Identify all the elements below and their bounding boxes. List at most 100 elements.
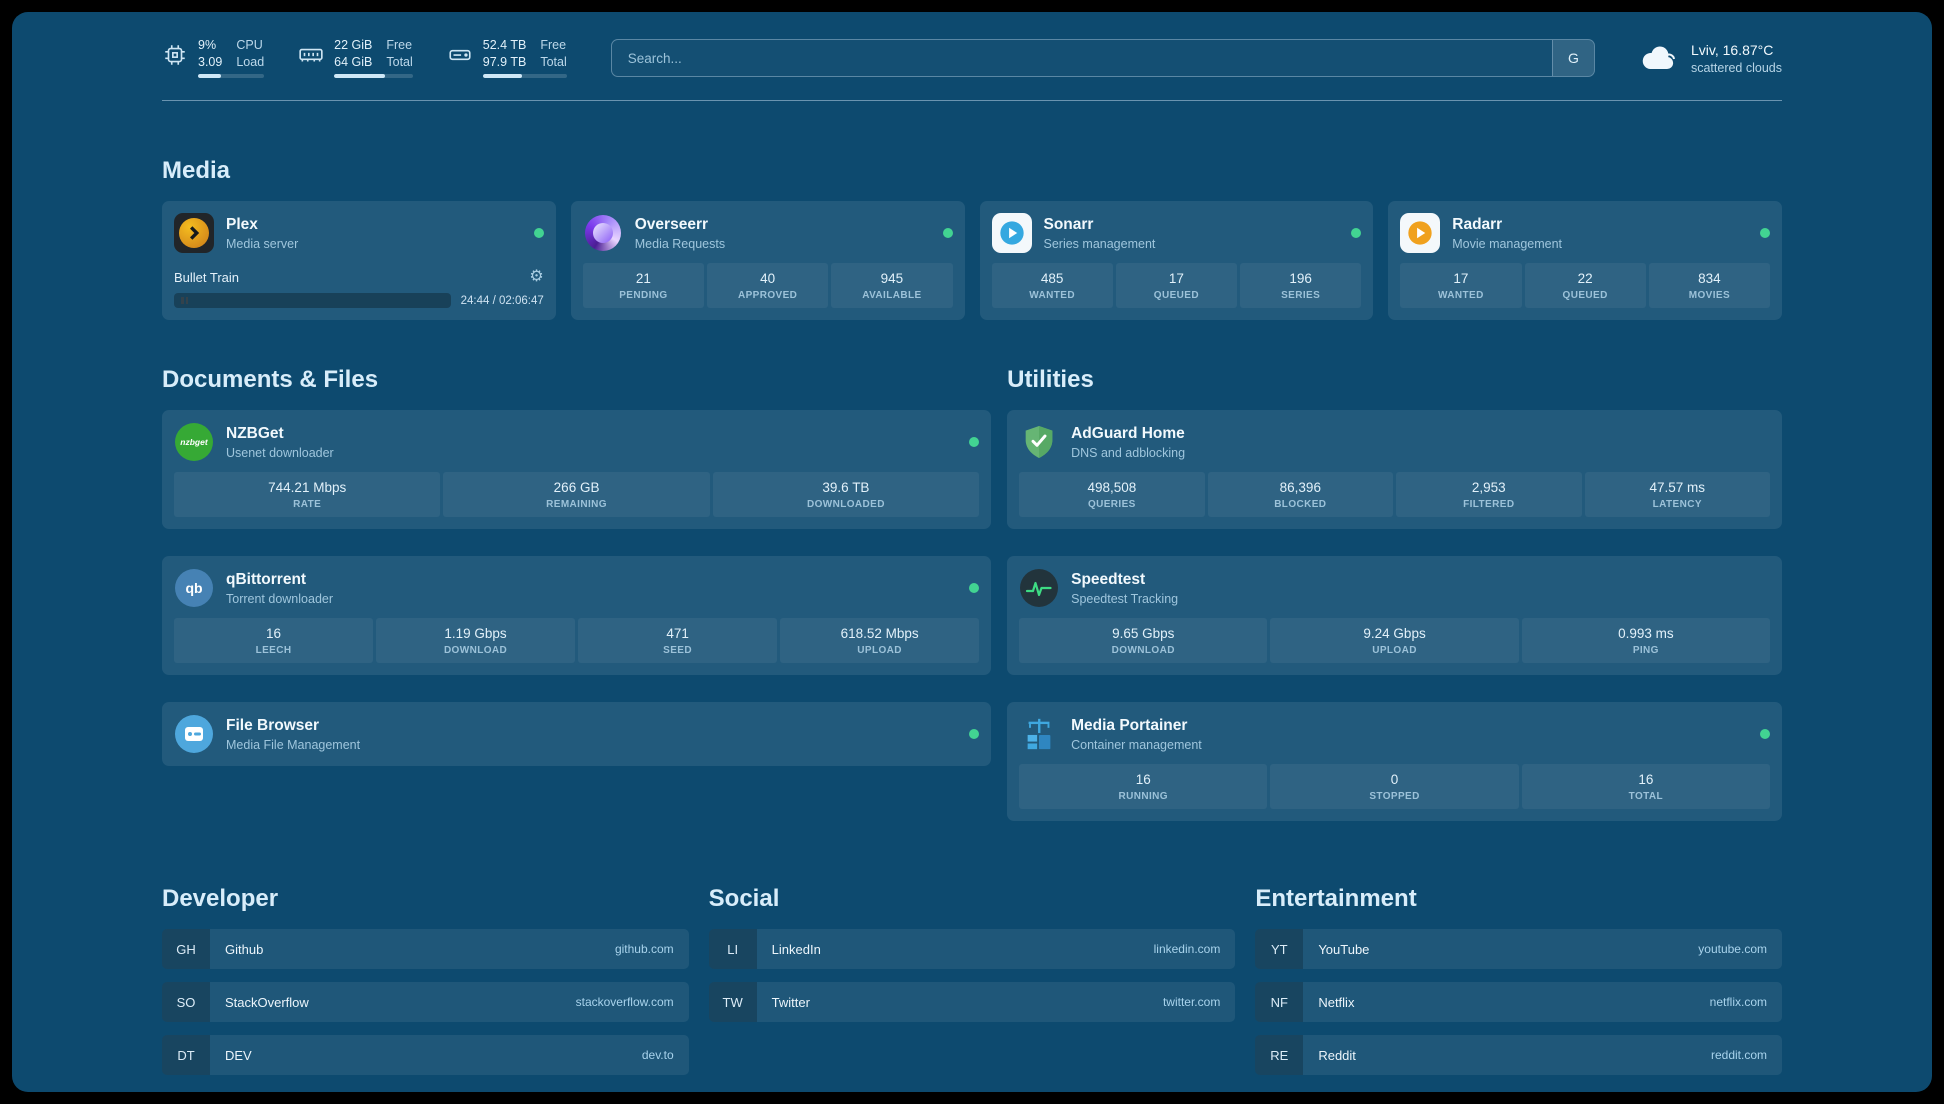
- settings-gear-icon[interactable]: ⚙: [529, 268, 544, 285]
- bookmark-netflix[interactable]: NF Netflix netflix.com: [1255, 982, 1782, 1022]
- status-dot: [942, 228, 953, 238]
- bookmark-abbr: LI: [708, 929, 757, 969]
- status-dot: [1351, 228, 1362, 238]
- now-playing-widget: Bullet Train ⚙ 24:44 / 02:06:47: [174, 259, 544, 308]
- pause-icon[interactable]: [181, 297, 188, 304]
- cpu-widget: 9% 3.09 CPU Load: [162, 38, 265, 78]
- bookmark-reddit[interactable]: RE Reddit reddit.com: [1255, 1035, 1782, 1075]
- service-name: Speedtest: [1071, 570, 1146, 588]
- stat-queued: 17 QUEUED: [1115, 263, 1237, 308]
- status-dot: [1759, 729, 1770, 739]
- speedtest-icon: [1019, 568, 1059, 608]
- service-subtitle: Usenet downloader: [226, 445, 334, 460]
- service-card-radarr[interactable]: Radarr Movie management 17 WANTED 22 QUE…: [1388, 201, 1782, 320]
- stat-leech: 16 LEECH: [174, 618, 374, 663]
- service-subtitle: Movie management: [1452, 236, 1563, 251]
- bookmark-name: DEV: [225, 1047, 252, 1063]
- filebrowser-icon: [174, 714, 214, 754]
- bookmark-github[interactable]: GH Github github.com: [162, 929, 689, 969]
- cpu-load: 3.09: [198, 55, 223, 69]
- bookmark-twitter[interactable]: TW Twitter twitter.com: [708, 982, 1236, 1022]
- bookmark-abbr: GH: [162, 929, 210, 969]
- bookmark-name: YouTube: [1318, 941, 1370, 957]
- disk-free: 52.4 TB: [482, 38, 527, 52]
- service-name: Overseerr: [634, 215, 709, 233]
- search-input[interactable]: [611, 40, 1552, 76]
- memory-icon: [299, 48, 323, 62]
- bookmark-url: dev.to: [641, 1048, 674, 1062]
- service-name: NZBGet: [226, 424, 284, 442]
- service-card-nzbget[interactable]: nzbget NZBGet Usenet downloader 744.21 M…: [162, 410, 992, 529]
- stat-queries: 498,508 QUERIES: [1019, 472, 1205, 517]
- bookmark-dev[interactable]: DT DEV dev.to: [162, 1035, 689, 1075]
- service-card-filebrowser[interactable]: File Browser Media File Management: [162, 702, 992, 766]
- bookmark-group-social: Social LI LinkedIn linkedin.com TW Twitt…: [708, 885, 1236, 1088]
- topbar-divider: [162, 100, 1782, 101]
- stat-filtered: 2,953 FILTERED: [1396, 472, 1582, 517]
- weather-widget: Lviv, 16.87°C scattered clouds: [1639, 42, 1782, 75]
- service-card-overseerr[interactable]: Overseerr Media Requests 21 PENDING 40 A…: [570, 201, 965, 320]
- bookmark-abbr: RE: [1255, 1035, 1304, 1075]
- section-utilities: Utilities AdGuard Home: [1007, 366, 1782, 821]
- bookmark-name: Github: [225, 941, 264, 957]
- service-card-speedtest[interactable]: Speedtest Speedtest Tracking 9.65 Gbps D…: [1007, 556, 1782, 675]
- service-subtitle: Media server: [226, 236, 299, 251]
- stat-downloaded: 39.6 TB DOWNLOADED: [712, 472, 980, 517]
- search-bar[interactable]: G: [610, 39, 1595, 77]
- status-dot: [969, 729, 980, 739]
- bookmark-url: stackoverflow.com: [575, 995, 674, 1009]
- service-name: qBittorrent: [226, 570, 307, 588]
- portainer-icon: [1019, 714, 1059, 754]
- stat-ping: 0.993 ms PING: [1521, 618, 1770, 663]
- bookmark-abbr: SO: [162, 982, 210, 1022]
- search-provider-button[interactable]: G: [1551, 40, 1594, 76]
- top-bar: 9% 3.09 CPU Load: [162, 38, 1782, 78]
- service-card-qbittorrent[interactable]: qb qBittorrent Torrent downloader 16 LEE…: [162, 556, 992, 675]
- bookmark-youtube[interactable]: YT YouTube youtube.com: [1255, 929, 1782, 969]
- service-card-adguard[interactable]: AdGuard Home DNS and adblocking 498,508 …: [1007, 410, 1782, 529]
- stat-rate: 744.21 Mbps RATE: [174, 472, 441, 517]
- bookmark-group-developer: Developer GH Github github.com SO StackO…: [162, 885, 689, 1088]
- disk-total: 97.9 TB: [482, 55, 527, 69]
- memory-usage-bar: [334, 74, 413, 78]
- service-name: File Browser: [226, 716, 320, 734]
- stat-download: 9.65 Gbps DOWNLOAD: [1019, 618, 1268, 663]
- service-name: Plex: [226, 215, 258, 233]
- service-card-portainer[interactable]: Media Portainer Container management 16 …: [1007, 702, 1782, 821]
- bookmark-linkedin[interactable]: LI LinkedIn linkedin.com: [708, 929, 1236, 969]
- service-card-sonarr[interactable]: Sonarr Series management 485 WANTED 17 Q…: [979, 201, 1374, 320]
- memory-total-label: Total: [386, 55, 413, 69]
- bookmark-abbr: YT: [1255, 929, 1304, 969]
- stat-wanted: 17 WANTED: [1400, 263, 1522, 308]
- disk-usage-fill: [482, 74, 523, 78]
- section-media: Media Plex Media server: [162, 157, 1782, 320]
- bookmark-stackoverflow[interactable]: SO StackOverflow stackoverflow.com: [162, 982, 689, 1022]
- weather-condition: scattered clouds: [1690, 60, 1782, 75]
- cpu-icon: [165, 45, 185, 65]
- bookmark-abbr: DT: [162, 1035, 210, 1075]
- bookmark-abbr: TW: [708, 982, 757, 1022]
- qbittorrent-icon: qb: [174, 568, 214, 608]
- section-documents: Documents & Files nzbget NZBGet Usenet d…: [162, 366, 992, 821]
- overseerr-icon: [583, 213, 623, 253]
- stat-approved: 40 APPROVED: [707, 263, 829, 308]
- section-title-media: Media: [162, 157, 231, 184]
- service-subtitle: Media Requests: [634, 236, 726, 251]
- disk-free-label: Free: [540, 38, 567, 52]
- section-title-utilities: Utilities: [1007, 366, 1094, 393]
- playback-progress-bar[interactable]: [174, 293, 451, 308]
- playback-time: 24:44 / 02:06:47: [460, 294, 544, 307]
- status-dot: [1760, 228, 1770, 238]
- service-subtitle: Container management: [1071, 737, 1202, 752]
- bookmark-url: reddit.com: [1710, 1048, 1767, 1062]
- stat-upload: 618.52 Mbps UPLOAD: [780, 618, 980, 663]
- stat-blocked: 86,396 BLOCKED: [1207, 472, 1394, 517]
- service-card-plex[interactable]: Plex Media server Bullet Train ⚙: [162, 201, 556, 320]
- status-dot: [533, 228, 544, 238]
- disk-usage-bar: [482, 74, 567, 78]
- bookmark-name: LinkedIn: [771, 941, 821, 957]
- memory-usage-fill: [334, 74, 386, 78]
- memory-free: 22 GiB: [334, 38, 373, 52]
- bookmark-name: Netflix: [1318, 994, 1355, 1010]
- sonarr-icon: [991, 213, 1032, 253]
